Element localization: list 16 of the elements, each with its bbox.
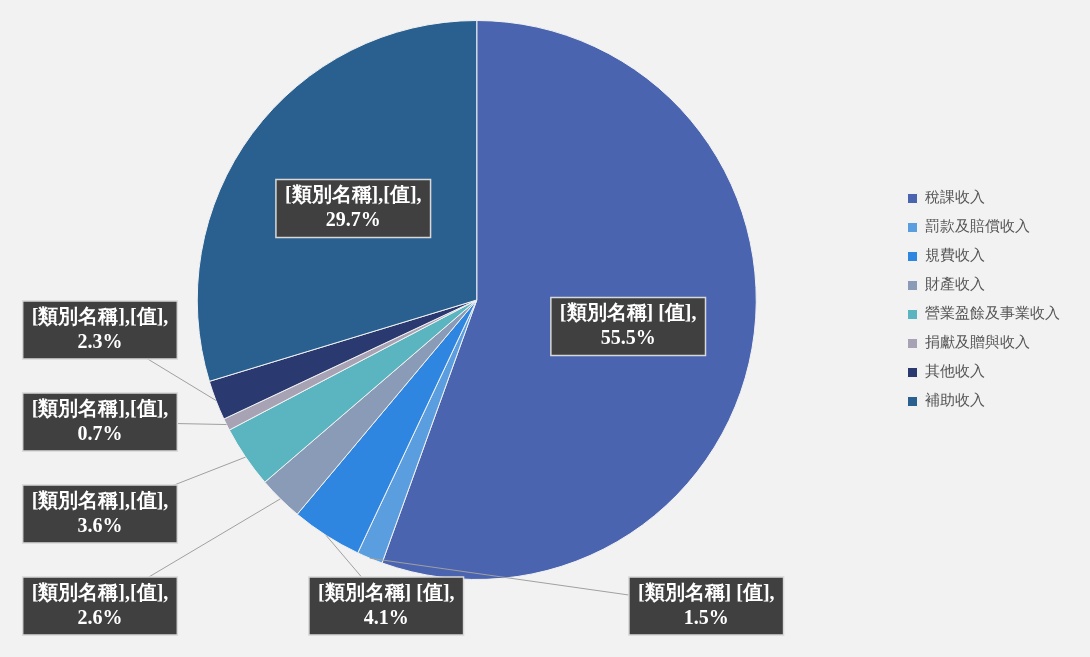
data-label: [類別名稱],[值], 29.7% (284, 183, 422, 231)
legend-label: 規費收入 (925, 246, 985, 265)
legend-label: 營業盈餘及事業收入 (925, 304, 1060, 323)
legend-label: 罰款及賠償收入 (925, 217, 1030, 236)
data-label: [類別名稱],[值], 2.3% (31, 304, 169, 352)
legend-label: 捐獻及贈與收入 (925, 333, 1030, 352)
data-label: [類別名稱],[值], 0.7% (31, 396, 169, 444)
legend-label: 其他收入 (925, 362, 985, 381)
data-label: [類別名稱] [值], 1.5% (637, 580, 775, 628)
data-label: [類別名稱] [值], 55.5% (559, 301, 697, 349)
data-label: [類別名稱],[值], 2.6% (31, 580, 169, 628)
data-label: [類別名稱] [值], 4.1% (317, 580, 455, 628)
legend-label: 財產收入 (925, 275, 985, 294)
legend-label: 補助收入 (925, 391, 985, 410)
legend-label: 稅課收入 (925, 188, 985, 207)
data-label: [類別名稱],[值], 3.6% (31, 488, 169, 536)
